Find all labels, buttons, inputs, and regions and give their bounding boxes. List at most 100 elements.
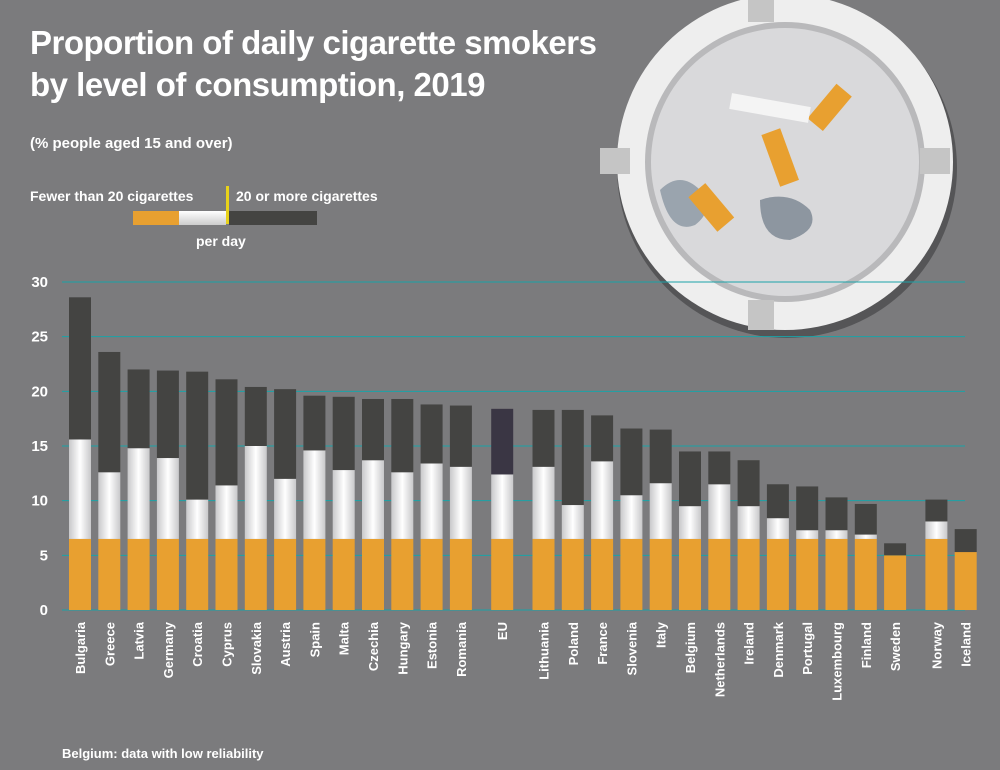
bar-hungary [391,398,414,610]
bar-italy [649,429,672,610]
bar-low-segment [679,506,701,539]
x-tick-label: Belgium [683,622,698,673]
bar-low-segment [449,466,472,539]
bar-low-segment [491,474,514,539]
x-tick-label: Latvia [132,621,147,659]
x-tick-label: Spain [307,622,322,657]
bar-filter-segment [391,538,414,610]
bar-ireland [737,460,760,610]
bar-filter-segment [825,538,848,610]
bar-low-segment [391,472,414,539]
x-tick-label: Slovakia [249,621,264,675]
bar-high-segment [491,408,514,475]
y-tick-label: 15 [31,438,48,455]
bar-filter-segment [854,538,877,610]
y-tick-label: 20 [31,383,48,400]
bar-czechia [362,398,384,610]
bar-bulgaria [69,297,91,610]
bar-low-segment [69,439,91,539]
bar-high-segment [156,370,179,459]
bar-low-segment [591,461,614,539]
x-tick-label: Greece [102,622,117,666]
bar-low-segment [796,530,819,539]
bar-high-segment [449,405,472,467]
x-tick-label: Czechia [366,621,381,671]
bar-high-segment [649,429,672,484]
bar-high-segment [854,503,877,535]
x-tick-label: Germany [161,621,176,678]
x-tick-label: Lithuania [537,621,552,680]
footnote: Belgium: data with low reliability [62,746,264,761]
bar-high-segment [766,484,789,519]
bar-netherlands [708,451,731,610]
bar-filter-segment [449,538,472,610]
bar-filter-segment [591,538,614,610]
bar-high-segment [532,409,555,467]
bar-high-segment [796,486,819,531]
bar-norway [925,499,948,610]
bar-high-segment [332,396,355,471]
x-tick-label: Portugal [800,622,815,675]
bar-germany [156,370,179,610]
bar-filter-segment [766,538,789,610]
bar-low-segment [215,485,238,539]
legend-divider [226,186,229,224]
bar-filter-segment [679,538,701,610]
bar-high-segment [391,398,414,473]
bar-high-segment [274,389,297,479]
x-tick-label: Netherlands [712,622,727,697]
y-tick-label: 10 [31,493,48,510]
bar-slovakia [244,386,267,610]
bar-high-segment [825,497,848,531]
bar-finland [854,503,877,610]
bar-low-segment [708,484,731,539]
bar-greece [98,351,121,610]
title-line-1: Proportion of daily cigarette smokers [30,24,597,61]
bar-croatia [186,371,209,610]
bar-filter-segment [69,538,91,610]
y-tick-label: 25 [31,329,48,346]
bar-latvia [127,369,150,610]
bar-low-segment [98,472,121,539]
x-tick-label: Ireland [742,622,757,665]
bar-filter-segment [954,552,977,610]
title-line-2: by level of consumption, 2019 [30,66,485,103]
bar-filter-segment [420,538,443,610]
x-tick-label: Cyprus [220,622,235,667]
x-tick-label: Hungary [395,621,410,675]
bar-filter-segment [215,538,238,610]
bar-filter-segment [186,538,209,610]
x-tick-label: Estonia [425,621,440,669]
bar-high-segment [925,499,948,522]
bar-filter-segment [796,538,819,610]
bar-filter-segment [561,538,584,610]
bar-spain [303,395,326,610]
bar-filter-segment [274,538,297,610]
bar-low-segment [925,521,948,539]
bar-low-segment [332,470,355,539]
x-tick-label: Denmark [771,621,786,677]
legend-high-swatch [229,211,317,225]
bar-high-segment [561,409,584,506]
bar-low-segment [737,506,760,539]
bar-portugal [796,486,819,610]
x-tick-label: Finland [859,622,874,668]
bar-high-segment [591,415,614,462]
bar-high-segment [186,371,209,500]
bar-high-segment [708,451,731,485]
x-tick-label: Romania [454,621,469,677]
x-tick-label: Slovenia [624,621,639,675]
bar-filter-segment [98,538,121,610]
bar-low-segment [854,534,877,539]
bar-low-segment [420,463,443,539]
bar-austria [274,389,297,610]
x-tick-label: Iceland [959,622,974,667]
bar-filter-segment [244,538,267,610]
bar-filter-segment [884,555,907,610]
x-tick-label: France [595,622,610,665]
bar-low-segment [156,458,179,539]
x-tick-label: Poland [566,622,581,665]
bar-denmark [766,484,789,610]
y-tick-label: 30 [31,274,48,291]
bar-high-segment [884,543,907,556]
